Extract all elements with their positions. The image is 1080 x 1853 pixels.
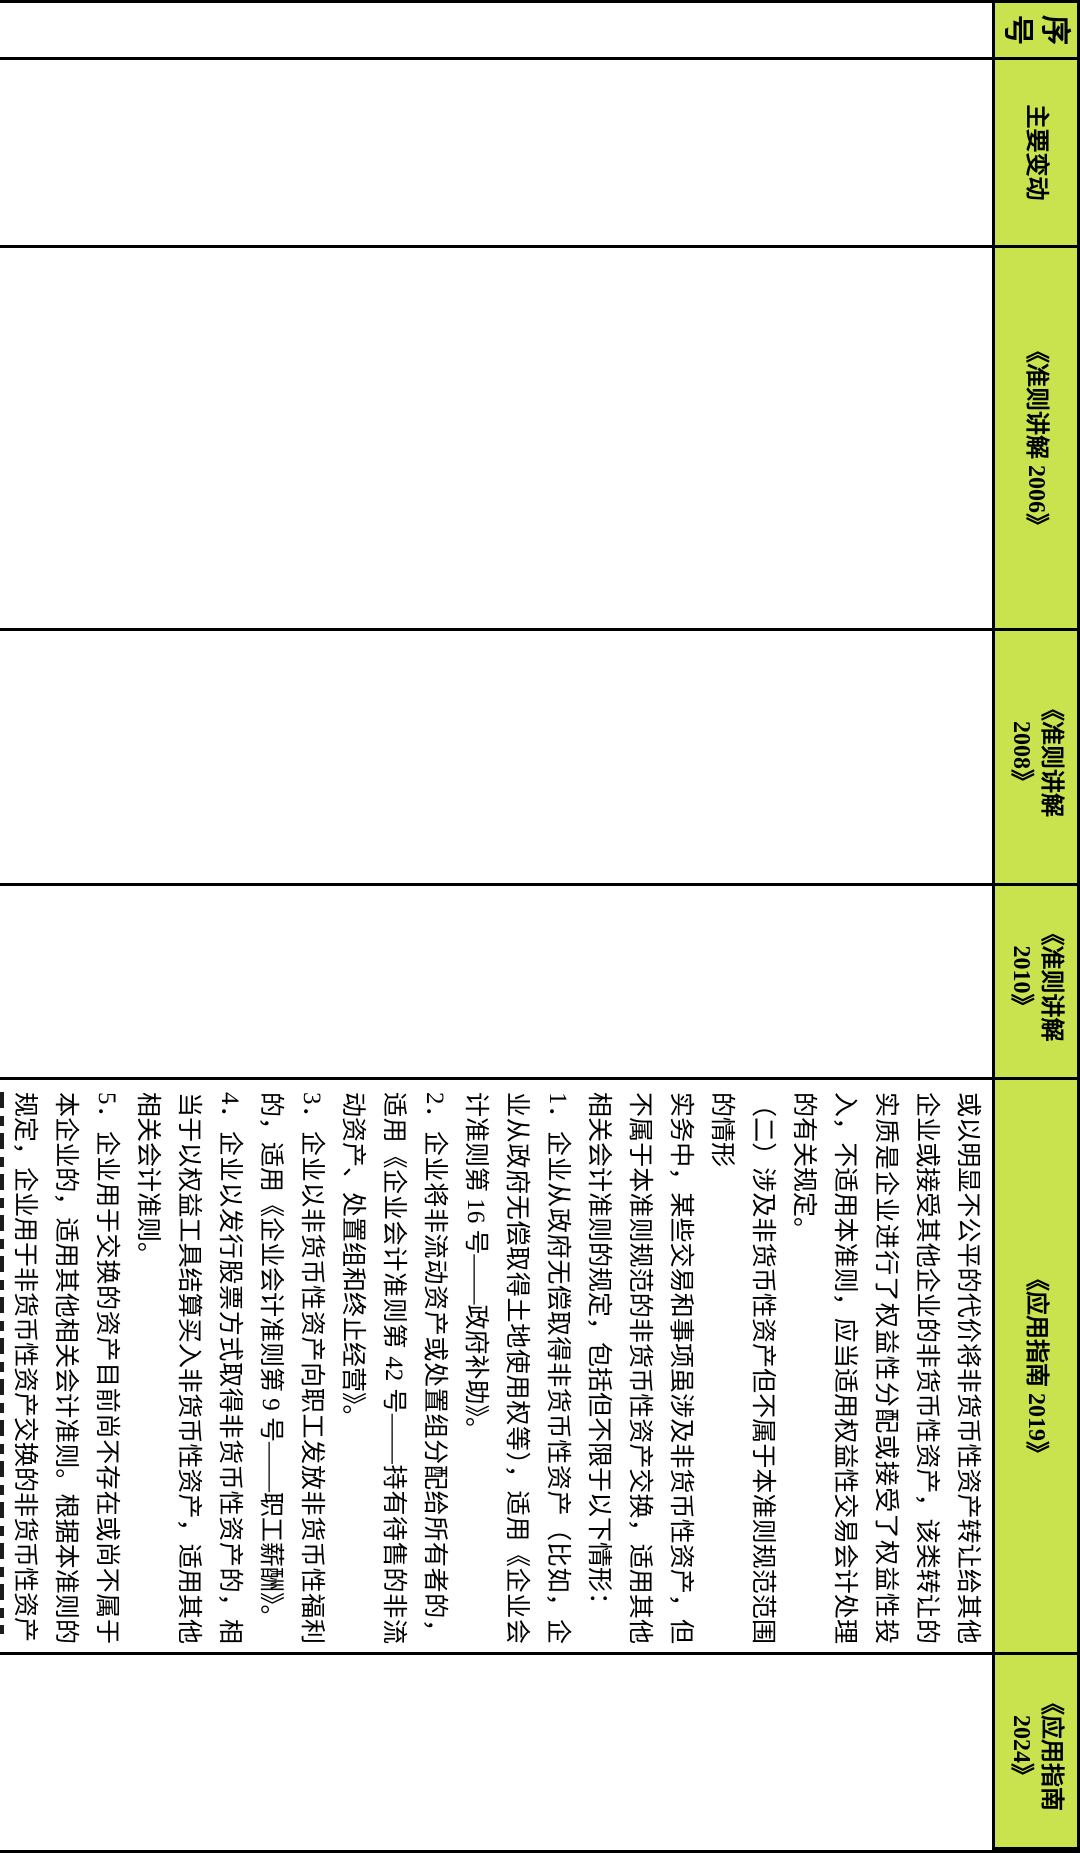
header-cell-zhunze-jiangjie-2006: 《准则讲解 2006》: [992, 248, 1077, 631]
header-cell-zhunze-jiangjie-2008: 《准则讲解 2008》: [992, 631, 1077, 886]
header-cell-xuhao: 序 号: [992, 3, 1077, 60]
header-cell-zhuyao-biandong: 主要变动: [992, 60, 1077, 248]
body-cell-zhuyao-biandong-empty: [0, 60, 992, 248]
body-cell-2008-empty: [0, 631, 992, 886]
body-cell-2024-empty: [0, 1655, 992, 1850]
body-cell-xuhao-empty: [0, 3, 992, 60]
header-cell-zhunze-jiangjie-2010: 《准则讲解 2010》: [992, 886, 1077, 1080]
header-cell-yingyong-zhinan-2024: 《应用指南 2024》: [992, 1655, 1077, 1850]
body-cell-2006-empty: [0, 248, 992, 631]
clipped-text-line-sliver: [0, 1092, 4, 1634]
body-cell-2010-empty: [0, 886, 992, 1080]
header-cell-yingyong-zhinan-2019: 《应用指南 2019》: [992, 1080, 1077, 1655]
body-cell-guide-2019-text: 或以明显不公平的代价将非货币性资产转让给其他企业或接受其他企业的非货币性资产，该…: [0, 1080, 992, 1655]
